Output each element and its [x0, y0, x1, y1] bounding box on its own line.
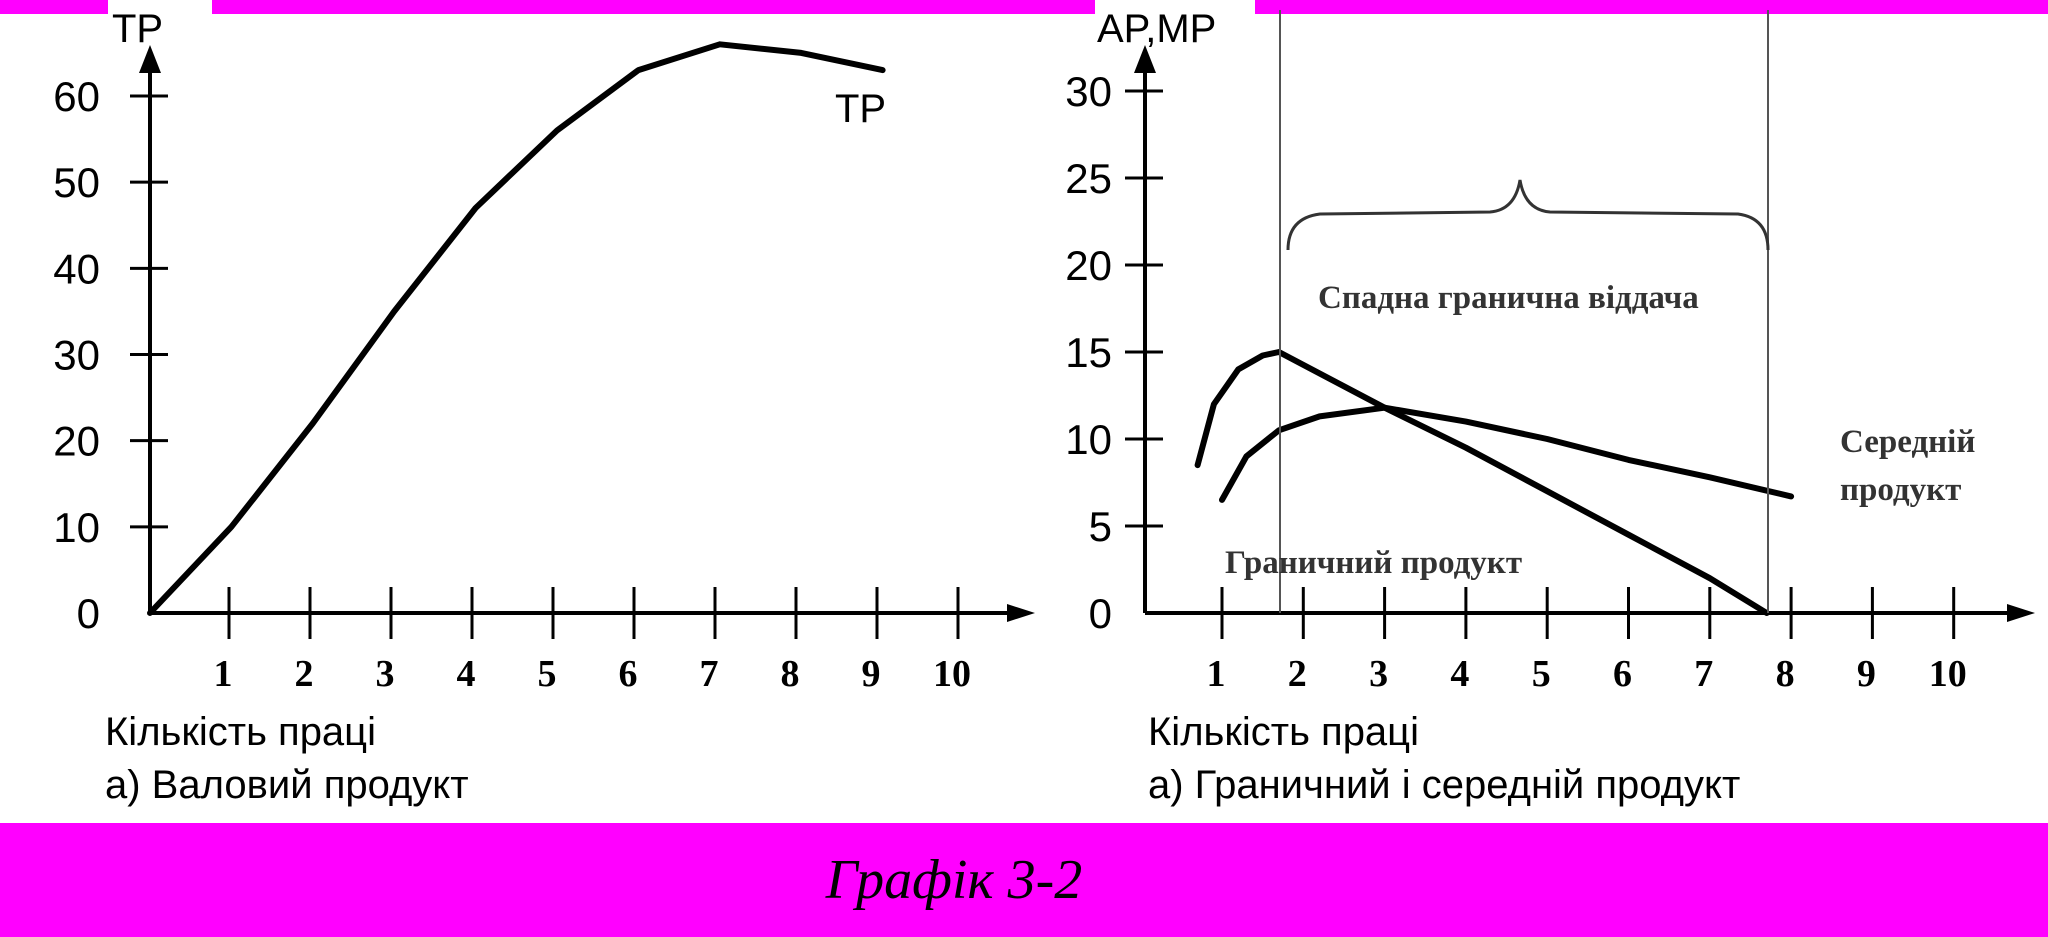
y-tick-label: 25 [1065, 155, 1112, 202]
footer-bar [0, 823, 2048, 937]
y-tick-label: 5 [1089, 503, 1112, 550]
x-tick-label: 3 [1369, 653, 1388, 695]
x-tick-label: 2 [295, 653, 314, 695]
y-tick-label: 30 [1065, 68, 1112, 115]
y-tick-label: 20 [1065, 242, 1112, 289]
y-tick-label: 15 [1065, 329, 1112, 376]
marginal-product-label: Граничний продукт [1225, 545, 1522, 581]
x-tick-label: 4 [1450, 653, 1469, 695]
figure-caption: Графік 3-2 [825, 849, 1083, 911]
y-tick-label: 40 [53, 245, 100, 292]
y-tick-label: 20 [53, 418, 100, 465]
x-tick-label: 1 [214, 653, 233, 695]
chart2-xlabel: Кількість праці [1148, 710, 1419, 754]
chart1-xlabel: Кількість праці [105, 710, 376, 754]
series-label-tp: TP [835, 87, 886, 131]
y-tick-label: 30 [53, 332, 100, 379]
x-tick-label: 3 [376, 653, 395, 695]
series-line-0 [147, 41, 886, 616]
chart2-subtitle: а) Граничний і середній продукт [1148, 763, 1741, 807]
x-tick-label: 6 [1613, 653, 1632, 695]
top-bar-left [0, 0, 108, 14]
x-tick-label: 5 [1532, 653, 1551, 695]
total-product-chart: TP 0 10 20 30 40 50 60 1 2 3 4 5 6 7 8 9 10 TP [53, 7, 1035, 695]
marginal-average-product-chart: AP,MP 0 5 10 15 20 25 30 1 2 3 4 5 6 7 8 9 10 Спадна грани… [1065, 7, 2035, 695]
diminishing-returns-label: Спадна гранична віддача [1318, 280, 1699, 316]
series-line-1 [1219, 404, 1795, 503]
x-tick-label: 4 [457, 653, 476, 695]
x-tick-label: 9 [1857, 653, 1876, 695]
y-tick-label: 60 [53, 73, 100, 120]
y-axis-title: TP [112, 7, 163, 51]
x-axis-arrow [1007, 604, 1035, 622]
x-tick-label: 8 [781, 653, 800, 695]
x-axis-arrow [2007, 604, 2035, 622]
y-tick-label: 10 [53, 504, 100, 551]
x-tick-label: 6 [619, 653, 638, 695]
x-tick-label: 2 [1288, 653, 1307, 695]
top-bar-middle [212, 0, 1095, 14]
x-tick-label: 7 [700, 653, 719, 695]
y-tick-label: 0 [1089, 590, 1112, 637]
x-tick-label: 7 [1694, 653, 1713, 695]
y-tick-label: 10 [1065, 416, 1112, 463]
x-tick-label: 1 [1207, 653, 1226, 695]
y-axis-arrow [139, 45, 161, 73]
x-tick-label: 9 [862, 653, 881, 695]
y-axis-arrow [1134, 45, 1156, 73]
average-product-label: Середній [1840, 424, 1975, 460]
x-tick-label: 10 [933, 653, 971, 695]
x-tick-label: 10 [1929, 653, 1967, 695]
average-product-label-2: продукт [1840, 472, 1961, 508]
y-tick-label: 0 [77, 590, 100, 637]
region-brace [1286, 179, 1770, 251]
x-tick-label: 5 [538, 653, 557, 695]
y-tick-label: 50 [53, 159, 100, 206]
x-tick-label: 8 [1776, 653, 1795, 695]
chart1-subtitle: а) Валовий продукт [105, 763, 469, 807]
y-axis-title: AP,MP [1097, 7, 1216, 51]
top-bar-right [1255, 0, 2048, 14]
